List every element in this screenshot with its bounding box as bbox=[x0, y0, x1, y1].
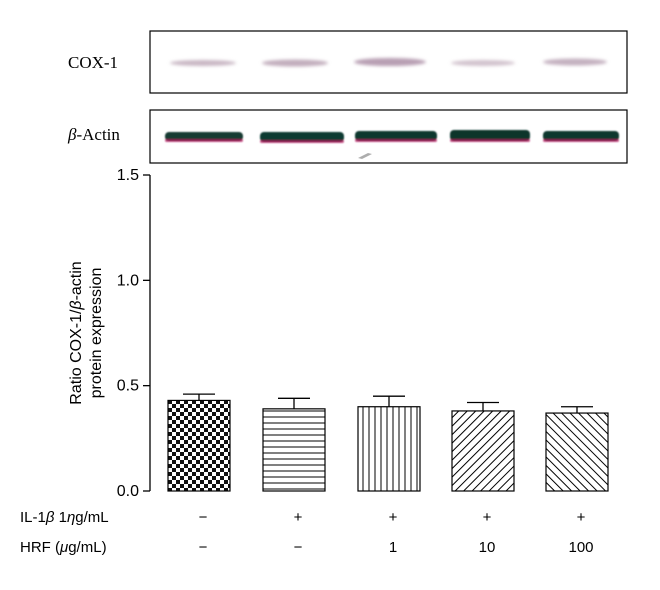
y-tick-label: 1.5 bbox=[117, 167, 139, 184]
bar bbox=[357, 406, 421, 492]
y-tick-label: 0.5 bbox=[117, 378, 139, 395]
cox1-band-5 bbox=[543, 58, 607, 66]
bars bbox=[167, 399, 609, 492]
cox1-blot-label: COX-1 bbox=[68, 53, 118, 72]
hrf-value: 100 bbox=[568, 539, 593, 556]
cox1-band-1 bbox=[170, 60, 236, 66]
actin-band-4 bbox=[450, 130, 530, 141]
error-bars bbox=[183, 393, 593, 414]
bar-chart: 0.0 0.5 1.0 1.5 Ratio COX-1/β-actin protein… bbox=[68, 167, 609, 500]
cox1-bands bbox=[170, 58, 607, 67]
hrf-row-label: HRF (μg/mL) bbox=[20, 539, 107, 556]
bar bbox=[262, 408, 326, 492]
actin-band-2 bbox=[260, 132, 344, 142]
cox1-band-2 bbox=[262, 59, 328, 67]
blot-artifact bbox=[358, 153, 372, 159]
il1b-value: + bbox=[389, 509, 398, 526]
cox1-band-3 bbox=[354, 58, 426, 66]
bar bbox=[451, 410, 515, 492]
hrf-value: − bbox=[294, 539, 303, 556]
actin-bands bbox=[165, 130, 619, 159]
cox1-band-4 bbox=[451, 60, 515, 66]
actin-band-1 bbox=[165, 132, 243, 141]
actin-band-3 bbox=[355, 131, 437, 141]
y-ticks: 0.0 0.5 1.0 1.5 bbox=[117, 167, 150, 500]
y-axis-label: Ratio COX-1/β-actin bbox=[68, 261, 85, 404]
hrf-value: − bbox=[199, 539, 208, 556]
y-axis-label-line2: protein expression bbox=[88, 268, 105, 399]
il1b-value: + bbox=[483, 509, 492, 526]
hrf-value: 1 bbox=[389, 539, 397, 556]
bar bbox=[167, 399, 231, 492]
actin-blot-label: β-Actin bbox=[67, 125, 120, 144]
y-tick-label: 0.0 bbox=[117, 483, 139, 500]
il1b-value: + bbox=[577, 509, 586, 526]
hrf-value: 10 bbox=[479, 539, 496, 556]
actin-band-5 bbox=[543, 131, 619, 141]
il1b-value: + bbox=[294, 509, 303, 526]
condition-values: − + + + + − − 1 10 100 bbox=[199, 509, 594, 556]
il1b-value: − bbox=[199, 509, 208, 526]
il1b-row-label: IL-1β 1ηg/mL bbox=[20, 509, 109, 526]
bar bbox=[545, 412, 609, 492]
y-tick-label: 1.0 bbox=[117, 272, 139, 289]
